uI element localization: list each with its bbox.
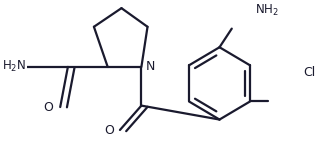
Text: H$_2$N: H$_2$N bbox=[2, 59, 26, 75]
Text: N: N bbox=[146, 60, 156, 73]
Text: Cl: Cl bbox=[303, 66, 315, 79]
Text: O: O bbox=[43, 101, 53, 114]
Text: NH$_2$: NH$_2$ bbox=[255, 3, 279, 18]
Text: O: O bbox=[104, 124, 114, 137]
